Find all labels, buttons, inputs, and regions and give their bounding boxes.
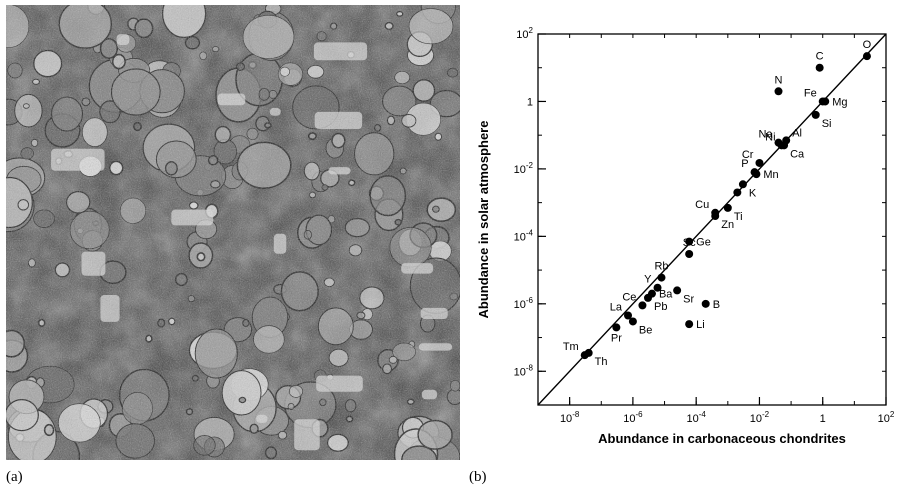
data-point-o: [862, 52, 871, 61]
data-point: [733, 188, 742, 197]
point-label-n: N: [775, 74, 783, 86]
x-tick-label: 1: [820, 413, 826, 425]
point-label-ti: Ti: [734, 211, 743, 223]
x-tick-label: 10-6: [623, 410, 643, 425]
point-label-cr: Cr: [742, 149, 754, 161]
data-point-ti: [723, 203, 732, 212]
data-point-th: [584, 348, 593, 357]
point-label-fe: Fe: [804, 87, 817, 99]
data-point-sc: [685, 249, 694, 258]
abundance-chart: 10-8 10-6 10-4 10-2 1 102 102 1 10-2 10-4 10-6 10-8…: [476, 26, 895, 446]
data-point-n: [774, 87, 783, 96]
point-label-al: Al: [792, 127, 802, 139]
caption-b: (b): [469, 469, 487, 485]
point-label-ba: Ba: [659, 289, 673, 301]
data-point-ge: [685, 237, 694, 246]
point-label-mg: Mg: [832, 96, 847, 108]
point-label-pb: Pb: [654, 301, 667, 313]
x-axis-title: Abundance in carbonaceous chondrites: [598, 431, 846, 446]
point-label-na: Na: [758, 129, 773, 141]
y-tick-label: 10-8: [514, 363, 534, 378]
data-point-y: [653, 283, 662, 292]
reference-line: [537, 33, 887, 406]
data-point-ce: [638, 301, 647, 310]
point-label-mn: Mn: [763, 169, 778, 181]
point-label-o: O: [863, 39, 872, 51]
point-label-y: Y: [644, 274, 652, 286]
y-axis-title: Abundance in solar atmosphere: [476, 121, 491, 319]
y-tick-label: 10-2: [514, 161, 534, 176]
x-tick-label: 10-2: [750, 410, 770, 425]
point-label-pr: Pr: [611, 332, 622, 344]
data-point-be: [628, 317, 637, 326]
point-label-ni: Ni: [765, 131, 775, 143]
point-label-p: P: [741, 158, 748, 170]
data-point-cr: [755, 158, 764, 167]
y-tick-label: 10-6: [514, 296, 534, 311]
y-tick-label: 10-4: [514, 228, 534, 243]
data-point-mg: [821, 97, 830, 106]
y-tick-label: 102: [516, 26, 533, 41]
x-tick-label: 10-4: [686, 410, 706, 425]
point-label-ge: Ge: [696, 237, 711, 249]
plot-frame: [537, 33, 887, 406]
data-point-la: [624, 311, 633, 320]
caption-a: (a): [6, 469, 23, 485]
point-label-li: Li: [696, 319, 705, 331]
x-tick-label: 10-8: [560, 410, 580, 425]
point-label-k: K: [749, 187, 757, 199]
point-label-la: La: [610, 302, 623, 314]
point-label-b: B: [713, 299, 720, 311]
point-label-cu: Cu: [695, 199, 709, 211]
data-point-sr: [673, 286, 682, 295]
data-point-mn: [752, 170, 761, 179]
data-point-zn: [711, 212, 720, 221]
x-tick-label: 102: [878, 410, 895, 425]
data-point-k: [738, 180, 747, 189]
point-label-ca: Ca: [790, 148, 805, 160]
point-label-rb: Rb: [654, 261, 668, 273]
data-point-c: [815, 63, 824, 72]
data-point-ca: [780, 141, 789, 150]
data-point-b: [701, 299, 710, 308]
point-label-si: Si: [822, 118, 832, 130]
point-label-sr: Sr: [683, 293, 694, 305]
meteorite-photograph: [6, 5, 460, 460]
data-point-li: [685, 320, 694, 329]
data-point-pb: [644, 293, 653, 302]
point-label-tm: Tm: [563, 341, 579, 353]
point-label-th: Th: [595, 356, 608, 368]
data-point-si: [811, 110, 820, 119]
point-label-c: C: [816, 51, 824, 63]
point-label-zn: Zn: [721, 219, 734, 231]
data-point-rb: [657, 273, 666, 282]
point-label-ce: Ce: [622, 291, 636, 303]
point-label-be: Be: [639, 324, 652, 336]
y-tick-label: 1: [527, 96, 533, 108]
data-point-pr: [612, 323, 621, 332]
